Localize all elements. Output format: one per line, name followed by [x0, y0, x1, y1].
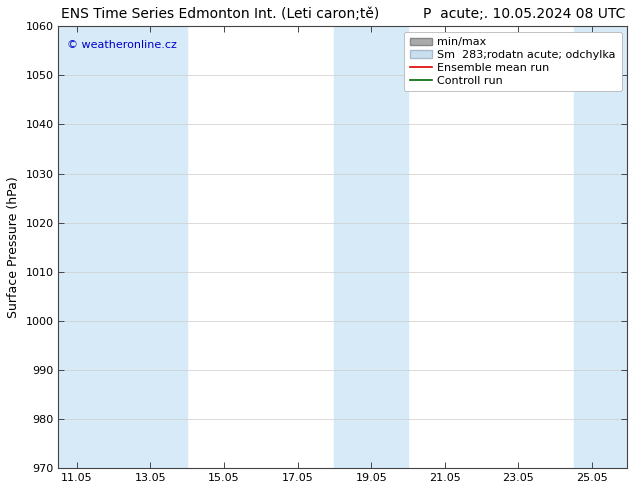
Bar [335, 26, 408, 468]
Bar [113, 26, 187, 468]
Bar [58, 26, 113, 468]
Text: © weatheronline.cz: © weatheronline.cz [67, 40, 177, 49]
Bar [574, 26, 627, 468]
Y-axis label: Surface Pressure (hPa): Surface Pressure (hPa) [7, 176, 20, 318]
Legend: min/max, Sm  283;rodatn acute; odchylka, Ensemble mean run, Controll run: min/max, Sm 283;rodatn acute; odchylka, … [404, 32, 621, 91]
Title: ENS Time Series Edmonton Int. (Leti caron;tě)          P  acute;. 10.05.2024 08 : ENS Time Series Edmonton Int. (Leti caro… [61, 7, 625, 21]
